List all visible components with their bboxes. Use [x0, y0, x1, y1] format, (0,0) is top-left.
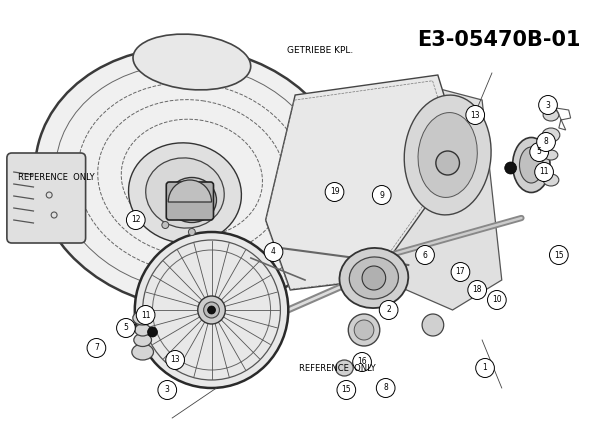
Circle shape — [535, 162, 553, 181]
FancyBboxPatch shape — [7, 153, 86, 243]
Circle shape — [416, 245, 434, 265]
Circle shape — [162, 221, 169, 229]
Circle shape — [476, 359, 494, 377]
Circle shape — [325, 182, 344, 201]
Text: 8: 8 — [383, 383, 388, 393]
Text: 7: 7 — [94, 343, 99, 352]
Circle shape — [203, 302, 220, 318]
Text: 11: 11 — [539, 167, 549, 176]
Circle shape — [505, 162, 517, 174]
Circle shape — [166, 351, 184, 369]
Text: 13: 13 — [470, 111, 480, 120]
Circle shape — [337, 380, 356, 399]
Circle shape — [158, 380, 176, 399]
Ellipse shape — [543, 174, 559, 186]
Ellipse shape — [134, 334, 152, 346]
Text: 17: 17 — [455, 268, 465, 276]
Ellipse shape — [542, 128, 560, 142]
Text: 5: 5 — [537, 148, 542, 156]
Ellipse shape — [146, 158, 224, 228]
Circle shape — [135, 232, 288, 388]
Circle shape — [488, 290, 506, 310]
Circle shape — [353, 352, 371, 371]
Text: 5: 5 — [124, 324, 128, 332]
Ellipse shape — [418, 113, 477, 198]
Circle shape — [376, 379, 395, 398]
Ellipse shape — [404, 95, 491, 215]
Circle shape — [539, 95, 557, 114]
Text: 15: 15 — [341, 385, 351, 394]
Text: 8: 8 — [544, 137, 548, 147]
Circle shape — [362, 266, 386, 290]
Text: 16: 16 — [357, 357, 367, 366]
Ellipse shape — [543, 109, 559, 121]
Circle shape — [466, 106, 485, 125]
Text: 11: 11 — [141, 310, 151, 320]
Circle shape — [530, 142, 548, 162]
Circle shape — [537, 132, 556, 151]
Ellipse shape — [133, 311, 152, 325]
Ellipse shape — [520, 147, 543, 183]
Text: 15: 15 — [554, 251, 563, 259]
Circle shape — [116, 318, 135, 338]
Ellipse shape — [349, 257, 398, 299]
Text: 4: 4 — [271, 248, 276, 257]
Text: 12: 12 — [131, 215, 140, 224]
Circle shape — [550, 245, 568, 265]
Text: 3: 3 — [545, 100, 550, 109]
Ellipse shape — [128, 143, 241, 243]
Circle shape — [379, 301, 398, 320]
Ellipse shape — [35, 47, 349, 309]
Circle shape — [198, 296, 226, 324]
Circle shape — [373, 186, 391, 204]
Circle shape — [208, 306, 215, 314]
Text: 9: 9 — [379, 190, 384, 200]
Circle shape — [127, 210, 145, 229]
Text: 1: 1 — [482, 363, 487, 373]
Wedge shape — [168, 180, 212, 202]
Circle shape — [348, 314, 380, 346]
Circle shape — [87, 338, 106, 357]
Text: REFERENCE  ONLY: REFERENCE ONLY — [299, 363, 376, 373]
Circle shape — [436, 151, 460, 175]
Text: 19: 19 — [330, 187, 340, 196]
Text: REFERENCE  ONLY: REFERENCE ONLY — [18, 173, 94, 182]
Ellipse shape — [512, 137, 550, 192]
Text: 18: 18 — [472, 285, 482, 295]
Ellipse shape — [340, 248, 408, 308]
FancyBboxPatch shape — [166, 182, 214, 220]
Ellipse shape — [544, 150, 558, 160]
Ellipse shape — [133, 34, 251, 90]
Circle shape — [354, 320, 374, 340]
Text: 13: 13 — [170, 355, 180, 365]
Circle shape — [148, 327, 157, 337]
Circle shape — [264, 243, 283, 262]
Text: 10: 10 — [492, 296, 502, 304]
Ellipse shape — [335, 360, 353, 376]
Circle shape — [136, 306, 155, 324]
Ellipse shape — [167, 178, 217, 223]
Text: GETRIEBE KPL.: GETRIEBE KPL. — [287, 45, 353, 55]
Text: E3-05470B-01: E3-05470B-01 — [417, 30, 581, 50]
Circle shape — [188, 229, 195, 235]
Circle shape — [468, 281, 487, 299]
Ellipse shape — [135, 324, 151, 336]
Polygon shape — [384, 82, 502, 310]
Text: 6: 6 — [422, 251, 427, 259]
Circle shape — [451, 262, 470, 282]
Text: 3: 3 — [165, 385, 170, 394]
Ellipse shape — [132, 344, 154, 360]
Text: 2: 2 — [386, 306, 391, 315]
Polygon shape — [266, 75, 463, 290]
Ellipse shape — [422, 314, 444, 336]
